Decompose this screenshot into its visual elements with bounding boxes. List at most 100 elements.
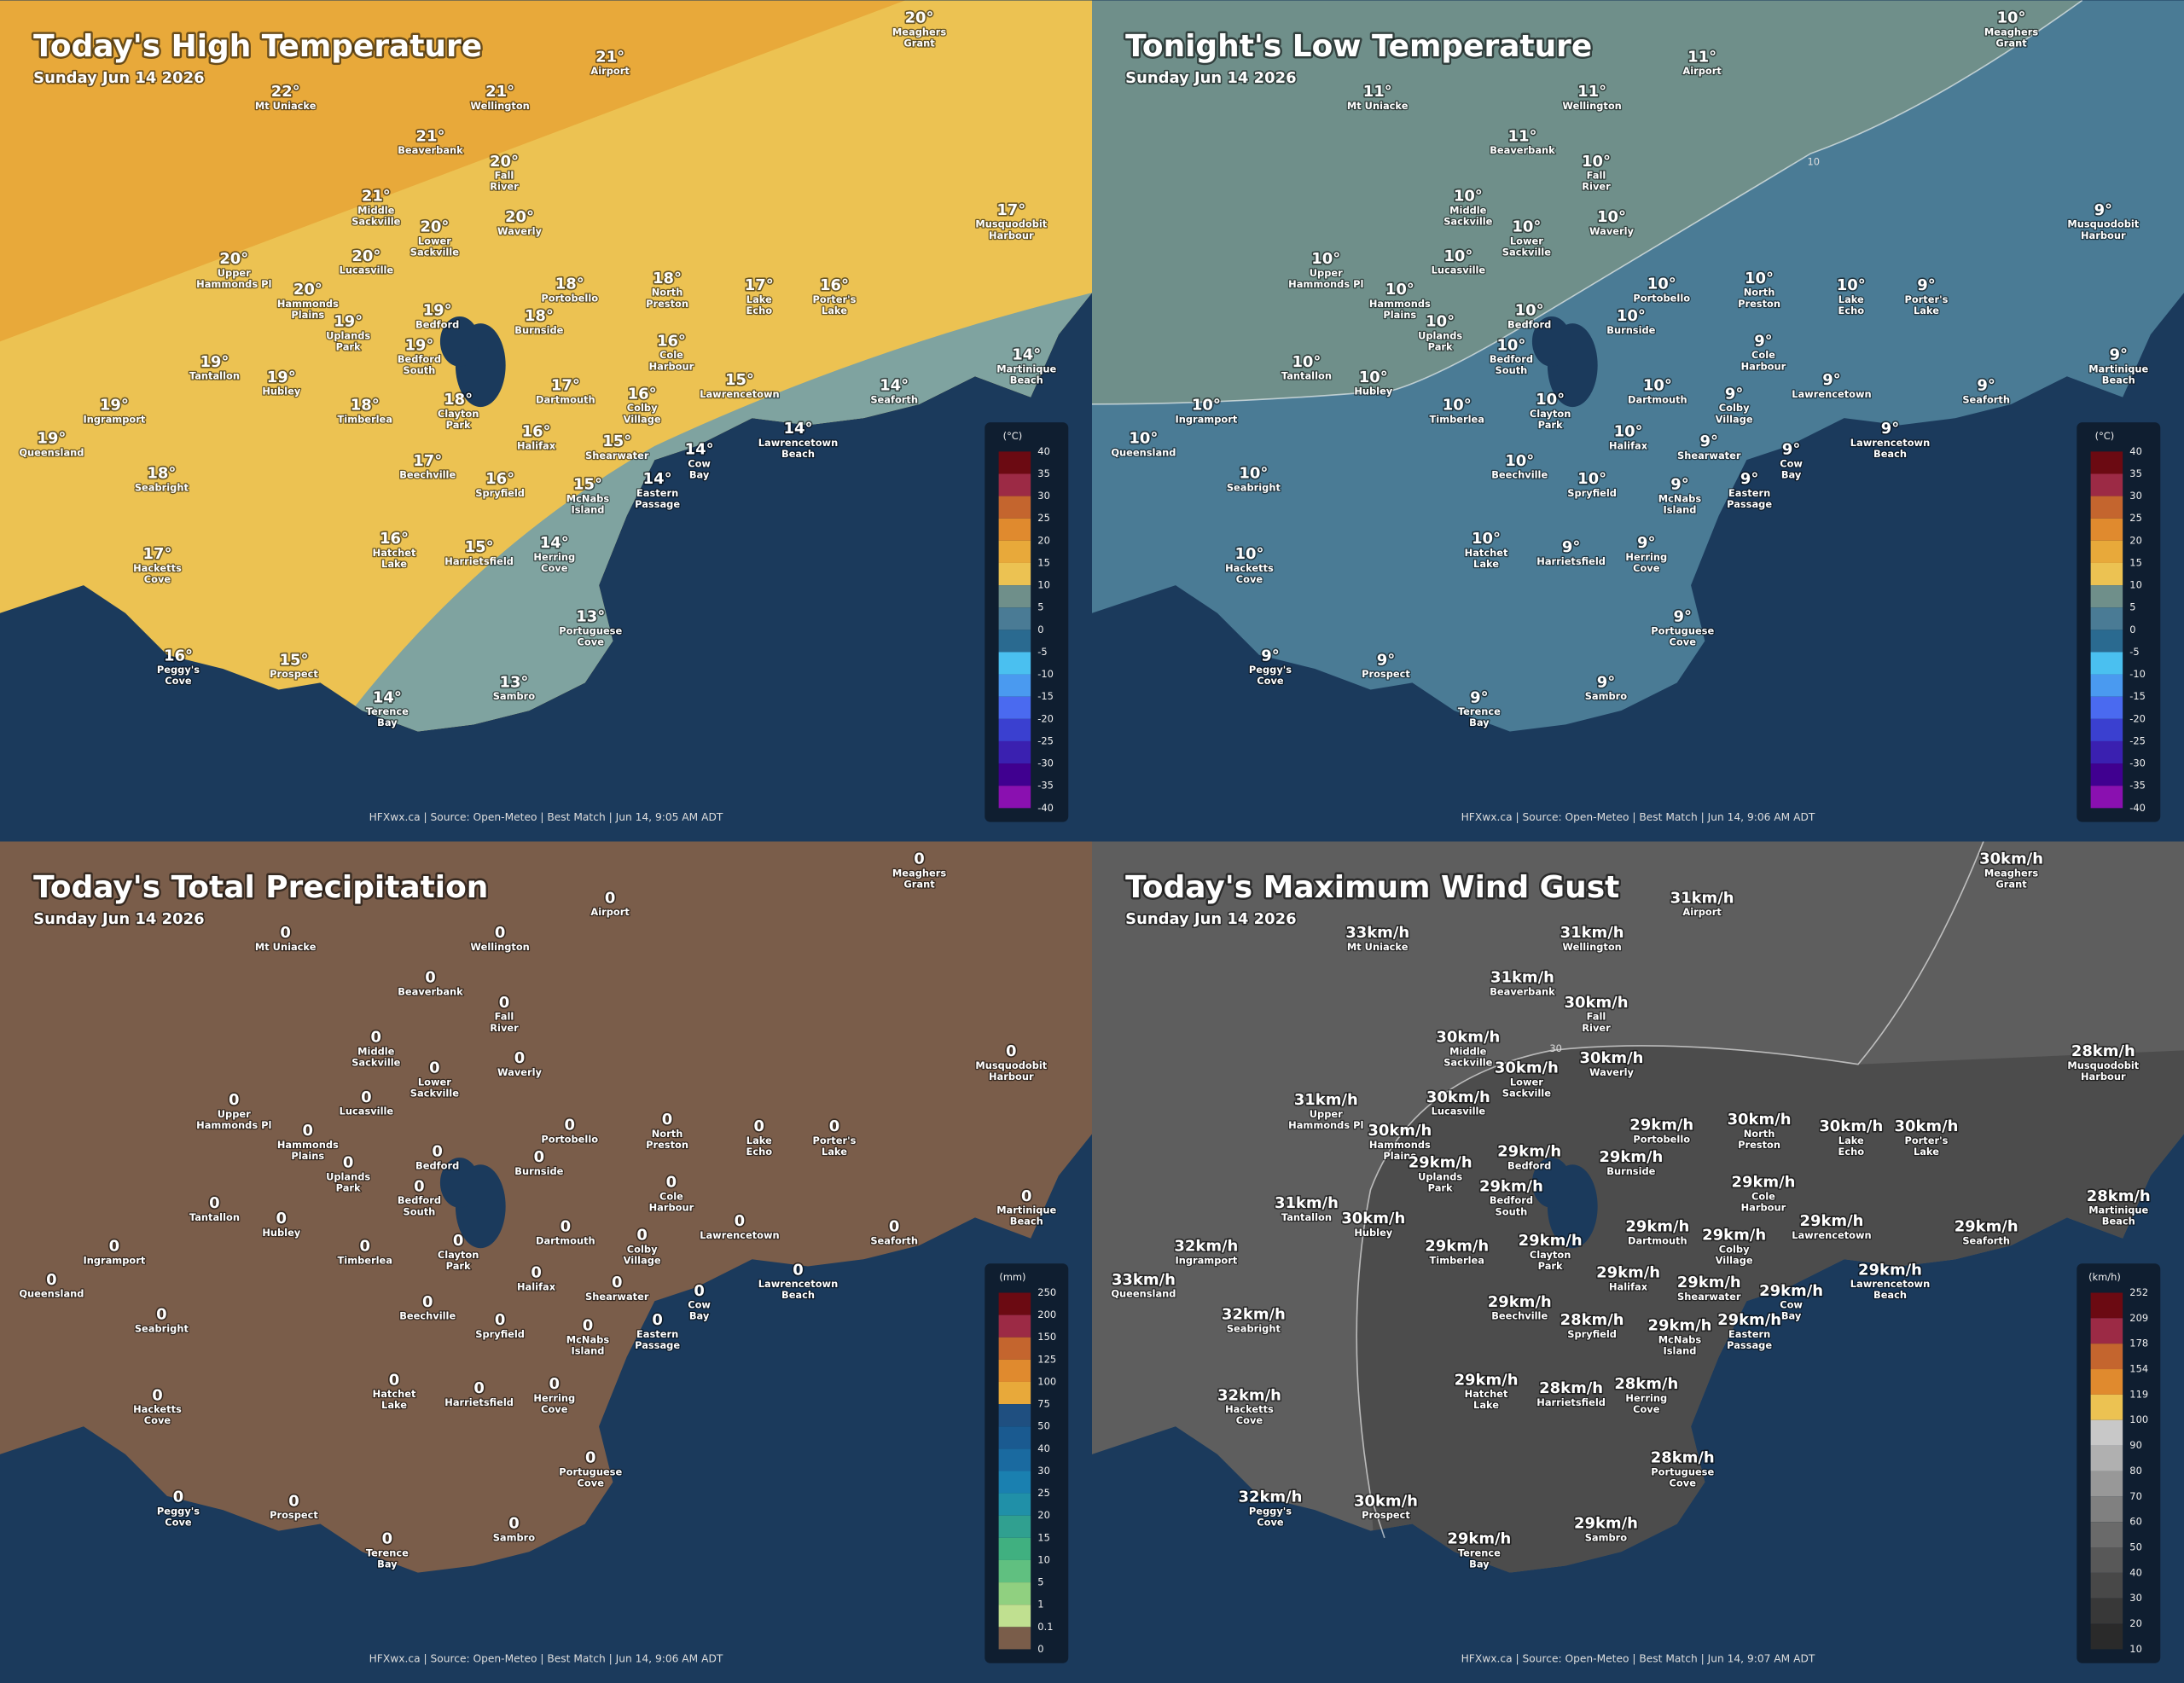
location-name: Musquodobit (2067, 218, 2139, 230)
legend-swatch (998, 562, 1031, 586)
location-name: Wellington (1562, 941, 1621, 953)
legend-tick: -5 (2129, 646, 2139, 658)
location-value: 0 (829, 1117, 839, 1135)
location-value: 10° (1515, 301, 1544, 319)
location-name: Eastern (1728, 1328, 1770, 1340)
location-value: 10° (1617, 307, 1646, 325)
legend-tick: 80 (2129, 1465, 2142, 1477)
legend-swatch (2090, 1471, 2123, 1497)
location-name: Beaverbank (398, 144, 463, 156)
location-name: Martinique (996, 363, 1056, 375)
location-name: Timberlea (1430, 413, 1484, 425)
location-name: Clayton (438, 408, 479, 420)
legend-swatch (998, 763, 1031, 786)
location-name: Lake (1838, 293, 1864, 305)
legend-swatch (998, 1337, 1031, 1360)
location-name: Meaghers (892, 26, 946, 38)
location-name: Hammonds Pl (1288, 1119, 1363, 1131)
location-value: 10° (1577, 470, 1606, 488)
legend-swatch (2090, 1343, 2123, 1370)
location-name: Beechville (399, 469, 456, 481)
location-value: 13° (499, 673, 528, 691)
location-name: Porter's (1904, 1135, 1948, 1146)
location-value: 0 (389, 1371, 399, 1389)
location-name: Eastern (1728, 487, 1770, 499)
location-name: Lawrencetown (700, 388, 779, 400)
bedford-basin (1531, 316, 1571, 367)
location-name: Hacketts (1225, 1403, 1274, 1415)
legend-swatch (998, 786, 1031, 809)
location-value: 0 (662, 1111, 672, 1129)
location-name: Dartmouth (1628, 393, 1687, 405)
location-value: 30km/h (1354, 1492, 1418, 1510)
location-name: Terence (366, 1547, 409, 1558)
location-name: Cove (144, 1414, 171, 1426)
legend-swatch (998, 1426, 1031, 1449)
location-name: Grant (1995, 37, 2027, 49)
location-name: Wellington (470, 941, 529, 953)
location-value: 0 (735, 1212, 745, 1230)
location-name: Lower (1510, 235, 1543, 247)
location-name: Upper (1310, 1108, 1343, 1120)
location-name: Prospect (1362, 1509, 1410, 1521)
location-value: 9° (1754, 332, 1772, 350)
location-name: Martinique (996, 1204, 1056, 1216)
location-name: Cove (541, 562, 568, 574)
location-value: 32km/h (1222, 1306, 1286, 1324)
legend-tick: -15 (2129, 690, 2146, 702)
location-name: Beaverbank (1490, 985, 1555, 997)
panel-subtitle: Sunday Jun 14 2026 (33, 69, 204, 87)
location-name: Cove (165, 1516, 192, 1528)
location-name: Portuguese (559, 624, 622, 636)
legend-tick: 50 (2129, 1541, 2142, 1553)
legend-swatch (998, 652, 1031, 675)
location-name: Echo (1838, 305, 1865, 316)
location-name: Island (572, 503, 605, 515)
location-name: Halifax (517, 1280, 556, 1292)
legend-swatch (2090, 674, 2123, 697)
location-value: 15° (602, 432, 631, 450)
legend-tick: -25 (1037, 734, 1054, 746)
location-name: Middle (1449, 204, 1486, 216)
location-name: Hammonds Pl (196, 1119, 271, 1131)
location-value: 11° (1687, 48, 1716, 66)
location-name: Seabright (1227, 1322, 1281, 1334)
location-value: 10° (1292, 353, 1321, 371)
location-value: 18° (525, 307, 554, 325)
location-value: 0 (495, 924, 505, 942)
location-value: 9° (1670, 476, 1688, 494)
location-value: 0 (1006, 1042, 1016, 1060)
legend-swatch (998, 718, 1031, 741)
location-name: Lake (381, 1399, 407, 1411)
location-name: South (404, 364, 436, 376)
location-name: Lawrencetown (700, 1229, 779, 1241)
legend-tick: 100 (1037, 1375, 1056, 1387)
location-name: Queensland (19, 1288, 84, 1300)
location-value: 29km/h (1479, 1177, 1543, 1195)
location-name: Hacketts (133, 1403, 182, 1415)
location-name: Park (1428, 340, 1453, 352)
legend-tick: -10 (1037, 668, 1054, 680)
location-name: Passage (635, 498, 680, 510)
legend-tick: 35 (2129, 467, 2142, 479)
location-name: Mt Uniacke (1347, 100, 1409, 112)
location-value: 30km/h (1819, 1117, 1883, 1135)
location-name: Colby (1719, 1243, 1750, 1255)
legend-swatch (998, 540, 1031, 563)
location-name: Lake (746, 1135, 772, 1146)
legend-tick: 25 (1037, 1487, 1050, 1499)
location-value: 33km/h (1345, 924, 1409, 942)
location-name: Ingramport (83, 1254, 145, 1266)
location-name: Wellington (1562, 100, 1621, 112)
location-name: Hammonds (1369, 1139, 1431, 1151)
legend-tick: 10 (2129, 1643, 2142, 1655)
location-value: 9° (1261, 647, 1279, 664)
legend-tick: -20 (1037, 712, 1054, 724)
location-name: Portobello (541, 292, 598, 304)
legend-swatch (2090, 540, 2123, 563)
legend-tick: 30 (2129, 1592, 2142, 1604)
location-name: Halifax (1609, 439, 1648, 451)
location-name: Village (624, 1254, 661, 1266)
